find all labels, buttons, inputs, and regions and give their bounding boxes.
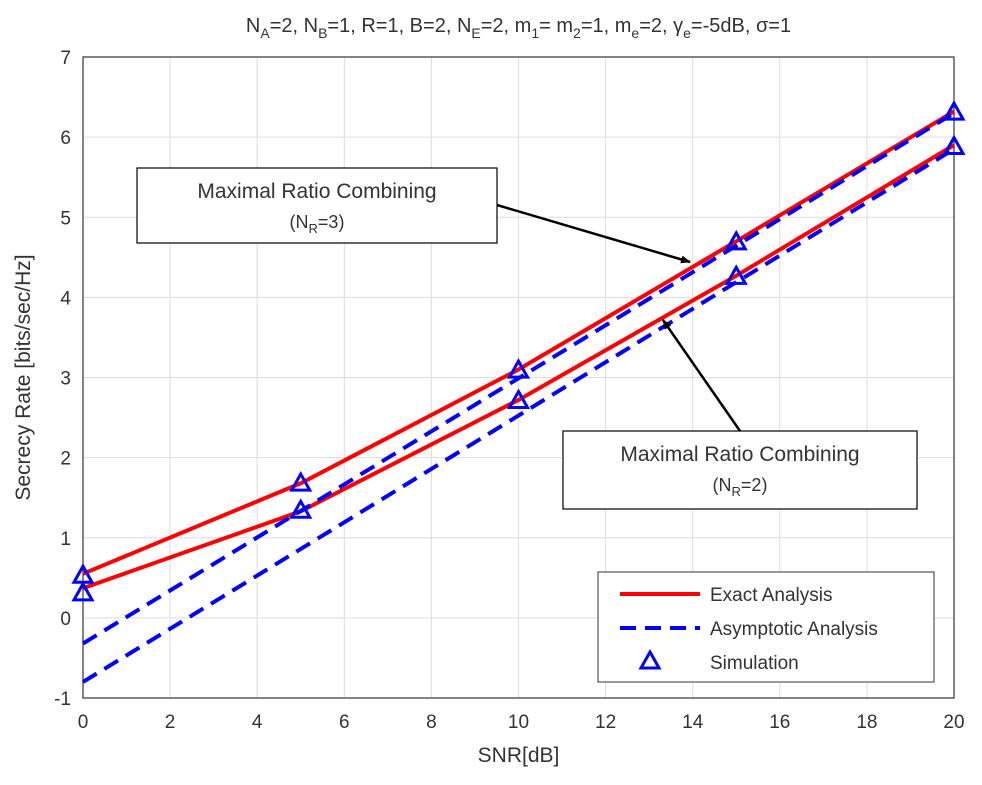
title-subscript: 1 xyxy=(531,25,539,41)
legend-marker xyxy=(638,648,662,670)
x-tick-label: 4 xyxy=(252,712,263,733)
subscript: R xyxy=(732,484,741,499)
marker xyxy=(289,498,313,519)
subtext-part: =2) xyxy=(741,475,768,495)
x-tick-label: 12 xyxy=(595,712,616,733)
marker xyxy=(942,134,966,156)
annotation-subtext: (NR=2) xyxy=(713,475,768,499)
subtext-part: =3) xyxy=(318,212,345,232)
title-subscript: E xyxy=(471,25,480,41)
x-tick-label: 8 xyxy=(426,712,437,733)
y-tick-label: 4 xyxy=(60,288,71,309)
x-tick-label: 18 xyxy=(856,712,877,733)
title-part: =2, N xyxy=(270,15,318,37)
annotation-box xyxy=(562,430,918,510)
chart-title: NA=2, NB=1, R=1, B=2, NE=2, m1= m2=1, me… xyxy=(246,15,791,41)
plot-frame xyxy=(82,56,955,699)
annotation-text: Maximal Ratio Combining xyxy=(197,180,436,203)
y-tick-label: 0 xyxy=(60,609,71,630)
y-tick-label: 1 xyxy=(60,529,71,550)
x-tick-label: 10 xyxy=(508,712,529,733)
x-tick-label: 20 xyxy=(943,712,964,733)
title-part: =1, m xyxy=(581,15,632,37)
x-axis-label: SNR[dB] xyxy=(478,744,560,767)
series-line xyxy=(81,147,956,684)
legend-label: Exact Analysis xyxy=(710,585,833,606)
subtext-part: (N xyxy=(290,212,309,232)
y-tick-label: 6 xyxy=(60,128,71,149)
marker xyxy=(724,264,748,285)
annotation-arrow xyxy=(496,203,691,264)
x-tick-label: 16 xyxy=(769,712,790,733)
y-axis-label: Secrecy Rate [bits/sec/Hz] xyxy=(12,254,35,500)
subtext-part: (N xyxy=(713,475,732,495)
annotation-arrow xyxy=(661,319,742,432)
title-subscript: e xyxy=(683,25,691,41)
x-tick-label: 2 xyxy=(165,712,176,733)
x-tick-label: 0 xyxy=(78,712,89,733)
legend-label: Asymptotic Analysis xyxy=(710,619,878,640)
subscript: R xyxy=(309,221,318,236)
y-tick-label: -1 xyxy=(54,689,71,710)
title-subscript: B xyxy=(318,25,327,41)
marker xyxy=(506,358,531,379)
legend-label: Simulation xyxy=(710,653,799,674)
series-line xyxy=(82,109,956,576)
marker xyxy=(506,388,531,410)
title-part: N xyxy=(246,15,260,37)
title-part: =-5dB, σ=1 xyxy=(691,15,791,37)
title-subscript: e xyxy=(631,25,639,41)
x-tick-label: 6 xyxy=(339,712,350,733)
y-tick-label: 5 xyxy=(60,208,71,229)
title-subscript: 2 xyxy=(573,25,581,41)
title-subscript: A xyxy=(260,25,270,41)
title-part: =2, γ xyxy=(639,15,683,37)
y-tick-label: 7 xyxy=(60,48,71,69)
marker xyxy=(289,471,313,492)
y-tick-label: 2 xyxy=(60,449,71,470)
x-tick-label: 14 xyxy=(682,712,704,733)
annotation-text: Maximal Ratio Combining xyxy=(620,443,859,466)
title-part: =1, R=1, B=2, N xyxy=(327,15,471,37)
marker xyxy=(724,229,748,251)
annotation-box xyxy=(136,167,498,244)
title-part: = m xyxy=(539,15,573,37)
marker xyxy=(71,580,95,602)
marker xyxy=(942,100,966,121)
y-tick-label: 3 xyxy=(60,369,71,390)
annotation-subtext: (NR=3) xyxy=(290,212,345,236)
series-line xyxy=(82,143,956,591)
title-part: =2, m xyxy=(481,15,532,37)
